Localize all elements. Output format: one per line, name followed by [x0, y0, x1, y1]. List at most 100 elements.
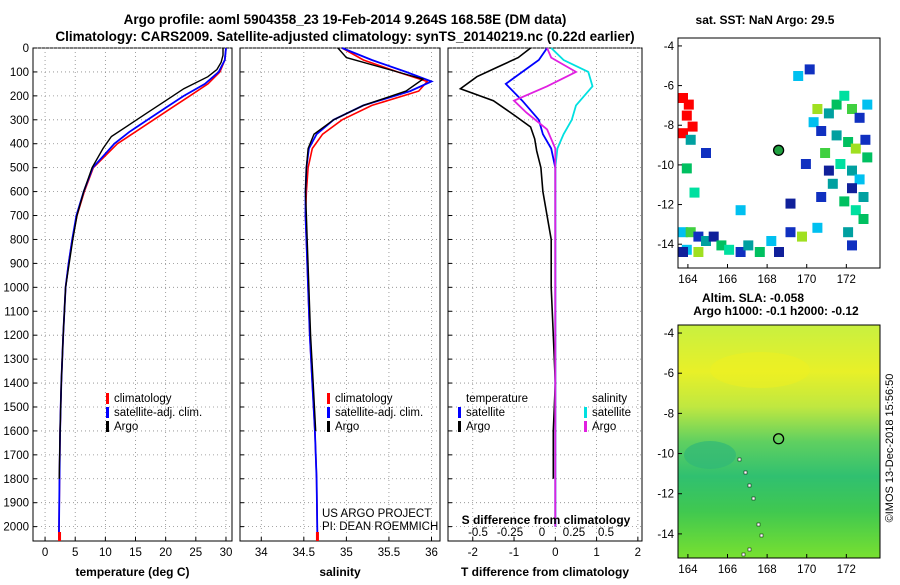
sst-data-cell — [816, 192, 827, 202]
sst-data-cell — [850, 205, 861, 216]
sst-data-cell — [678, 247, 688, 257]
sst-data-cell — [831, 99, 842, 110]
depth-tick-label: 700 — [10, 211, 29, 223]
temperature-xlabel: temperature (deg C) — [75, 565, 189, 579]
temperature-legend-swatch — [106, 421, 109, 432]
sla_map-xtick-label: 168 — [758, 564, 777, 576]
diff-salinity-legend-swatch — [584, 407, 587, 418]
sst-data-cell — [701, 148, 711, 158]
depth-tick-label: 1000 — [3, 282, 29, 294]
temperature-legend-label: climatology — [114, 393, 172, 405]
salinity-diff-tick-label: 0.25 — [563, 527, 585, 539]
salinity-series-line — [304, 47, 425, 431]
sla-island-mark — [737, 457, 742, 462]
sst-map-title: sat. SST: NaN Argo: 29.5 — [696, 13, 835, 27]
sst-data-cell — [823, 165, 834, 176]
sst_map-xtick-label: 170 — [797, 274, 816, 286]
depth-tick-label: 300 — [10, 115, 29, 127]
depth-tick-label: 1800 — [3, 474, 29, 486]
sst-data-cell — [785, 227, 796, 238]
salinity-diff-xlabel: S difference from climatology — [462, 513, 631, 527]
diff-temperature-legend-swatch — [458, 407, 461, 418]
difference-series-line — [504, 47, 557, 527]
sst-data-cell — [854, 174, 865, 185]
sst-data-cell — [860, 134, 871, 145]
salinity-xlabel: salinity — [319, 565, 361, 579]
title-line-2: Climatology: CARS2009. Satellite-adjuste… — [55, 29, 634, 44]
sst-data-cell — [774, 247, 784, 257]
sla-island-mark — [747, 483, 752, 488]
difference-xlabel: T difference from climatology — [461, 565, 629, 579]
pi-annotation: PI: DEAN ROEMMICH — [322, 521, 438, 533]
depth-tick-label: 900 — [10, 258, 29, 270]
sla_map-xtick-label: 164 — [678, 564, 698, 576]
depth-tick-label: 500 — [10, 163, 29, 175]
difference-xtick-label: 2 — [635, 547, 641, 559]
imos-credit: ©IMOS 13-Dec-2018 15:56:50 — [884, 374, 896, 523]
sst-data-cell — [862, 99, 873, 110]
sst_map-xtick-label: 166 — [718, 274, 737, 286]
sst-data-cell — [831, 130, 842, 141]
title-line-1: Argo profile: aoml 5904358_23 19-Feb-201… — [124, 12, 567, 27]
difference-series-line — [512, 47, 578, 527]
temperature-xtick-label: 0 — [42, 547, 48, 559]
sst_map-xtick-label: 168 — [758, 274, 777, 286]
difference-xtick-label: -2 — [468, 547, 478, 559]
sst_map-ytick-label: -12 — [657, 200, 674, 212]
temperature-xtick-label: 20 — [159, 547, 172, 559]
salinity-frame — [239, 47, 441, 542]
sla-map-title-2: Argo h1000: -0.1 h2000: -0.12 — [693, 304, 859, 318]
sla_map-frame — [677, 324, 881, 559]
sst-data-cell — [804, 64, 815, 75]
temperature-series-line — [58, 48, 224, 479]
sst_map-ytick-label: -6 — [664, 81, 674, 93]
diff-temperature-legend-label: Argo — [466, 421, 490, 433]
sla-high-patch — [710, 352, 810, 388]
salinity-xtick-label: 34.5 — [293, 547, 315, 559]
depth-tick-label: 1500 — [3, 402, 29, 414]
depth-tick-label: 2000 — [3, 522, 29, 534]
difference-xtick-label: -1 — [509, 547, 519, 559]
sst-data-cell — [827, 178, 838, 189]
sla_map-ytick-label: -6 — [664, 368, 674, 380]
depth-tick-label: 100 — [10, 67, 29, 79]
diff-salinity-legend-swatch — [584, 421, 587, 432]
sst-data-cell — [808, 117, 819, 128]
sla_map-ytick-label: -8 — [664, 408, 674, 420]
sst-data-cell — [735, 205, 746, 216]
sst-data-cell — [812, 104, 823, 114]
sla_map-ytick-label: -12 — [657, 489, 674, 501]
sst-data-cell — [693, 231, 704, 242]
sst-data-cell — [812, 222, 823, 233]
diff-temperature-legend-swatch — [458, 421, 461, 432]
sst-data-cell — [681, 163, 692, 174]
sst-data-cell — [685, 227, 696, 238]
sst-data-cell — [843, 137, 854, 147]
depth-tick-label: 200 — [10, 91, 29, 103]
sla_map-ytick-label: -14 — [657, 529, 674, 541]
sst-data-cell — [701, 236, 711, 246]
temperature-xtick-label: 25 — [189, 547, 202, 559]
temperature-xtick-label: 15 — [129, 547, 142, 559]
sst-data-cell — [689, 187, 700, 198]
sst-data-cell — [785, 198, 796, 209]
depth-tick-label: 1300 — [3, 354, 29, 366]
sst_map-xtick-label: 164 — [678, 274, 698, 286]
sst-data-cell — [693, 247, 704, 257]
depth-tick-label: 1100 — [4, 306, 29, 318]
salinity-legend-label: satellite-adj. clim. — [335, 407, 423, 419]
difference-series-line — [550, 47, 594, 527]
diff-legend-title-temperature: temperature — [466, 393, 528, 405]
sst-data-cell — [847, 104, 857, 114]
temperature-legend-swatch — [106, 407, 109, 418]
depth-tick-label: 1200 — [3, 330, 29, 342]
sst-data-cell — [816, 126, 827, 136]
sst_map-ytick-label: -14 — [657, 239, 674, 251]
sst-data-cell — [820, 148, 831, 158]
difference-frame — [447, 47, 643, 542]
sst-data-cell — [862, 152, 873, 163]
sst-data-cell — [854, 112, 865, 123]
sst-data-cell — [797, 231, 807, 242]
salinity-legend-swatch — [327, 393, 330, 404]
diff-legend-title-salinity: salinity — [592, 393, 627, 405]
